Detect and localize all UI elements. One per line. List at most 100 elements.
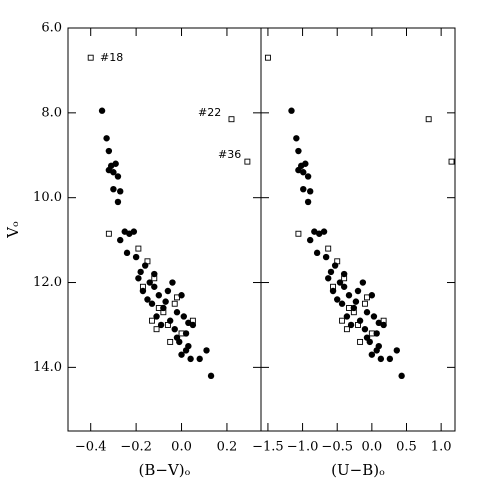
point	[343, 326, 350, 333]
point	[98, 107, 106, 114]
point	[300, 186, 307, 193]
x-axis-label: (B−V)ₒ	[139, 461, 191, 479]
point	[347, 321, 355, 329]
x-tick-label: 1.0	[431, 440, 452, 455]
point	[364, 294, 370, 301]
point	[343, 313, 351, 320]
x-tick-label: 0.0	[362, 440, 383, 455]
point	[448, 158, 455, 165]
point	[377, 355, 385, 363]
point	[425, 116, 432, 123]
point	[357, 338, 364, 345]
annotation: #36	[218, 148, 241, 161]
point	[187, 355, 194, 363]
point	[325, 275, 332, 282]
point	[110, 186, 117, 193]
point	[171, 300, 178, 307]
annotation: #18	[100, 51, 123, 64]
y-axis-label: Vₒ	[4, 221, 22, 239]
point	[368, 292, 376, 299]
point	[375, 319, 382, 327]
x-tick-label: 0.5	[396, 440, 417, 455]
point	[322, 253, 330, 261]
point	[135, 275, 142, 282]
point	[164, 321, 171, 328]
point	[339, 317, 346, 324]
y-tick-label: 12.0	[33, 275, 62, 290]
point	[334, 296, 341, 303]
point	[345, 292, 353, 299]
point	[114, 198, 122, 206]
point	[338, 300, 346, 307]
point	[327, 268, 335, 276]
point	[340, 283, 348, 290]
point	[189, 317, 196, 324]
point	[320, 228, 328, 235]
point	[144, 296, 151, 303]
point	[153, 326, 160, 333]
point	[182, 347, 190, 354]
point	[151, 283, 158, 290]
point	[370, 313, 378, 320]
point	[155, 292, 163, 299]
point	[148, 300, 156, 307]
point	[244, 158, 251, 165]
point	[304, 173, 312, 180]
point	[334, 258, 341, 265]
point	[313, 249, 321, 257]
point	[135, 245, 142, 252]
point	[164, 287, 172, 295]
point	[350, 309, 357, 316]
y-tick-label: 14.0	[33, 360, 62, 375]
point	[139, 283, 146, 290]
point	[167, 338, 174, 345]
point	[117, 236, 124, 244]
annotation: #22	[198, 106, 221, 119]
point	[355, 321, 361, 328]
x-tick-label: −0.2	[120, 440, 152, 455]
y-tick-label: 10.0	[33, 190, 62, 205]
point	[87, 54, 94, 61]
x-tick-label: −0.4	[75, 440, 107, 455]
point	[361, 325, 369, 333]
x-axis-label: (U−B)ₒ	[331, 461, 385, 479]
point	[207, 372, 215, 380]
point	[311, 228, 318, 235]
point	[363, 309, 371, 316]
point	[155, 305, 162, 311]
point	[149, 317, 155, 324]
x-tick-label: −1.0	[287, 440, 319, 455]
point	[352, 298, 360, 305]
point	[306, 188, 314, 195]
point	[178, 351, 185, 358]
point	[295, 166, 302, 174]
point	[368, 330, 375, 337]
point	[130, 228, 138, 235]
point	[363, 334, 371, 341]
point	[295, 147, 302, 155]
point	[180, 313, 187, 320]
point	[293, 135, 300, 142]
point	[361, 300, 368, 307]
point	[173, 309, 181, 316]
x-tick-label: −1.5	[252, 440, 284, 455]
point	[144, 258, 151, 265]
point	[169, 279, 176, 286]
point	[117, 188, 124, 195]
point	[105, 147, 113, 155]
point	[137, 268, 144, 276]
point	[103, 135, 110, 142]
point	[160, 309, 167, 316]
point	[264, 54, 271, 61]
point	[393, 347, 400, 354]
point	[178, 330, 185, 337]
x-tick-label: −0.5	[321, 440, 353, 455]
point	[341, 275, 348, 282]
x-tick-label: 0.2	[217, 440, 238, 455]
point	[386, 355, 394, 363]
point	[203, 347, 210, 354]
point	[346, 305, 352, 311]
point	[196, 355, 203, 363]
point	[105, 230, 112, 237]
